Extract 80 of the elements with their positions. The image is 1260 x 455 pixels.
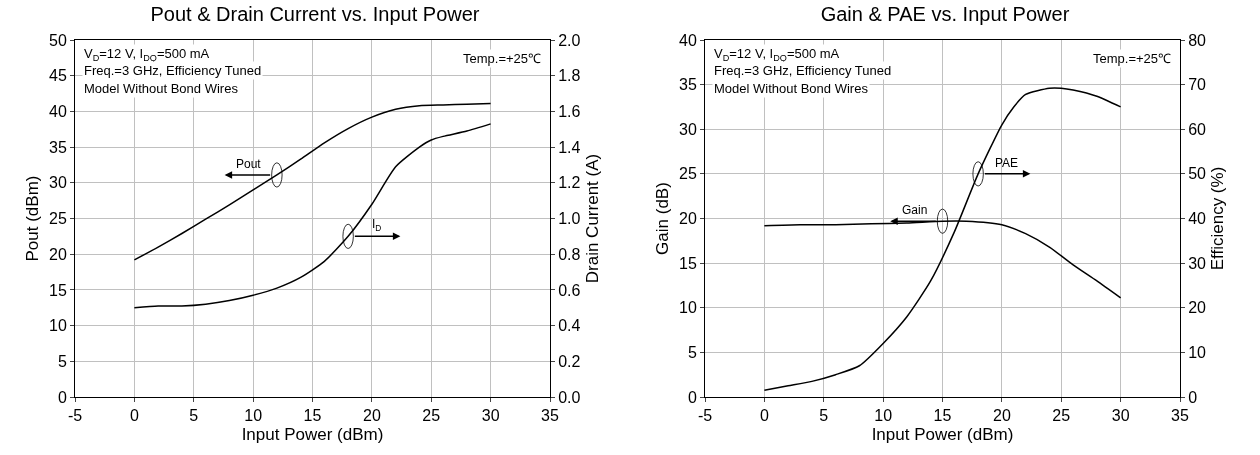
annotation: Freq.=3 GHz, Efficiency Tuned [84,63,262,78]
x-tick-label: 20 [992,407,1011,425]
y-tick-label: 15 [679,254,697,272]
y2-tick-label: 0 [1188,388,1198,406]
y2-axis-title: Drain Current (A) [582,153,602,284]
annotation: Temp.=+25℃ [1093,51,1172,66]
x-tick-label: -5 [697,407,713,425]
x-tick-label: 10 [244,407,263,425]
y-tick-label: 5 [687,343,697,361]
y-tick-label: 35 [679,76,697,94]
x-tick-label: 15 [303,407,322,425]
y2-tick-label: 60 [1188,120,1207,138]
x-axis-title: Input Power (dBm) [241,424,384,444]
x-tick-label: 35 [1171,407,1189,425]
y2-tick-label: 2.0 [558,31,581,49]
y-tick-label: 15 [49,281,67,299]
annotation: Model Without Bond Wires [84,81,239,96]
y2-tick-label: 1.4 [558,138,581,156]
y2-tick-label: 10 [1188,343,1207,361]
y-tick-label: 35 [49,138,67,156]
y-axis-title: Pout (dBm) [22,175,42,262]
annotation: Temp.=+25℃ [463,51,542,66]
x-tick-label: 25 [1052,407,1071,425]
y2-tick-label: 0.8 [558,245,581,263]
y2-tick-label: 0.6 [558,281,581,299]
y2-tick-label: 1.2 [558,174,581,192]
chart-title: Pout & Drain Current vs. Input Power [150,2,480,25]
line-series [133,102,492,261]
x-tick-label: 5 [819,407,829,425]
y-tick-label: 25 [49,210,67,228]
annotation: Model Without Bond Wires [714,81,869,96]
y2-tick-label: 0.4 [558,317,581,335]
y2-tick-label: 40 [1188,210,1207,228]
x-tick-label: 0 [759,407,769,425]
x-tick-label: -5 [67,407,83,425]
y2-tick-label: 1.0 [558,210,581,228]
y-tick-label: 20 [679,210,697,228]
x-tick-label: 25 [422,407,441,425]
y-tick-label: 40 [49,103,67,120]
y2-tick-label: 30 [1188,254,1207,272]
y2-tick-label: 50 [1188,165,1207,183]
y-tick-label: 30 [49,174,67,192]
y-tick-label: 10 [49,317,67,335]
y2-tick-label: 0.0 [558,388,581,406]
y2-tick-label: 70 [1188,76,1207,94]
y2-tick-label: 80 [1188,31,1207,49]
series-label: I$_{D}$ [372,217,382,233]
series-label: Pout [236,157,262,171]
y-tick-label: 5 [57,352,67,370]
series-label: Gain [902,203,928,217]
annotation: Freq.=3 GHz, Efficiency Tuned [714,63,892,78]
y-axis-title: Gain (dB) [652,182,672,255]
x-tick-label: 30 [1111,407,1130,425]
line-series [133,123,492,309]
x-tick-label: 35 [541,407,559,425]
x-tick-label: 0 [129,407,139,425]
y-tick-label: 25 [679,165,697,183]
y2-tick-label: 1.6 [558,103,581,120]
x-tick-label: 5 [189,407,199,425]
y2-axis-title: Efficiency (%) [1208,166,1228,271]
y2-tick-label: 0.2 [558,352,581,370]
y-tick-label: 10 [679,299,697,317]
y-tick-label: 50 [49,31,67,49]
annotation: V$_{D}$=12 V, I$_{DQ}$=500 mA [84,46,210,63]
y-tick-label: 40 [679,31,697,49]
chart-title: Gain & PAE vs. Input Power [820,2,1070,25]
y2-tick-label: 1.8 [558,67,581,85]
y-tick-label: 45 [49,67,67,85]
x-tick-label: 15 [933,407,952,425]
y-tick-label: 0 [57,388,67,406]
series-label: PAE [995,156,1019,170]
y-tick-label: 0 [687,388,697,406]
y-tick-label: 30 [679,120,697,138]
annotation: V$_{D}$=12 V, I$_{DQ}$=500 mA [714,46,840,63]
y2-tick-label: 20 [1188,299,1207,317]
x-axis-title: Input Power (dBm) [871,424,1014,444]
x-tick-label: 20 [362,407,381,425]
y-tick-label: 20 [49,245,67,263]
x-tick-label: 30 [481,407,500,425]
x-tick-label: 10 [874,407,893,425]
